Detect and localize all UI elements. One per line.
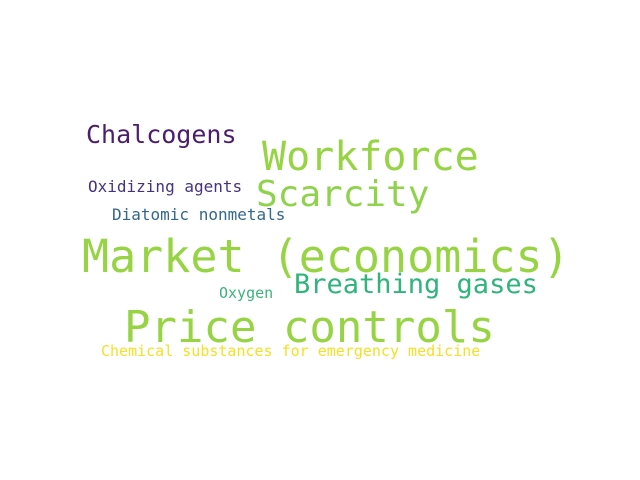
word-breathing-gases: Breathing gases <box>294 269 538 300</box>
word-diatomic-nonmetals: Diatomic nonmetals <box>112 205 286 224</box>
word-workforce: Workforce <box>262 134 479 180</box>
word-oxygen: Oxygen <box>219 284 274 302</box>
word-scarcity: Scarcity <box>256 174 430 215</box>
word-oxidizing-agents: Oxidizing agents <box>88 177 243 196</box>
word-price-controls: Price controls <box>124 302 495 353</box>
word-market-economics: Market (economics) <box>82 230 570 283</box>
word-chemical-substances: Chemical substances for emergency medici… <box>101 342 481 360</box>
word-chalcogens: Chalcogens <box>86 120 237 149</box>
